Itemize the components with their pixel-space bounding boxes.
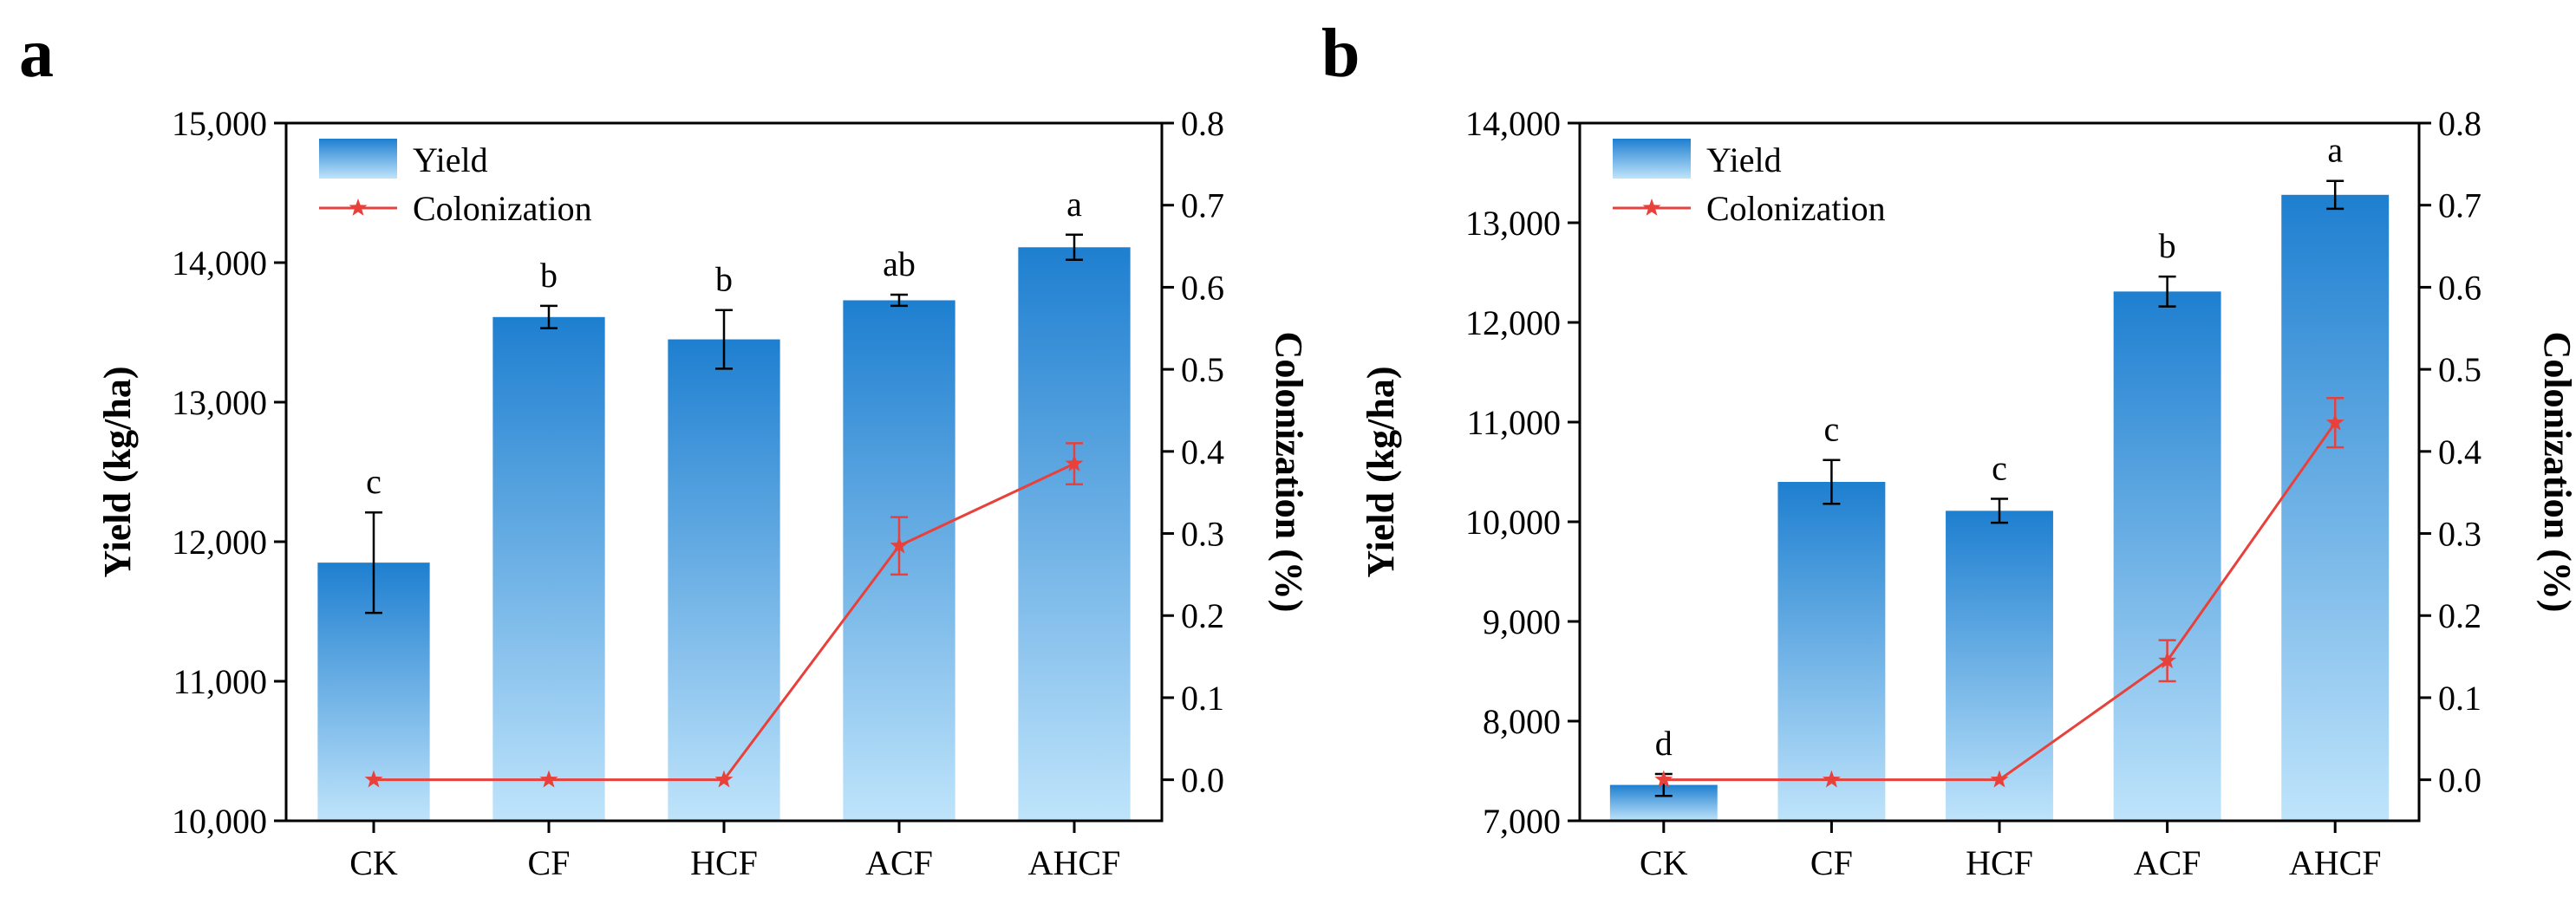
y-tick-label: 11,000 <box>1466 403 1561 442</box>
significance-label: ab <box>883 244 916 283</box>
colonization-point <box>714 770 734 788</box>
x-tick-label: AHCF <box>2289 843 2382 882</box>
x-tick-label: CK <box>1640 843 1688 882</box>
bar-error-bar <box>890 293 908 308</box>
legend-swatch-yield <box>1613 139 1691 179</box>
colonization-point <box>1822 770 1841 788</box>
y-tick-label: 10,000 <box>1465 503 1561 542</box>
bar-cf <box>1777 482 1886 821</box>
legend-label-colonization: Colonization <box>1706 189 1886 228</box>
significance-label: b <box>2159 226 2176 265</box>
legend-star-icon <box>349 198 368 216</box>
y2-tick-label: 0.0 <box>2438 761 2481 800</box>
y-tick-label: 8,000 <box>1483 702 1561 741</box>
y-tick-label: 12,000 <box>172 523 267 562</box>
y-tick-label: 15,000 <box>172 104 267 143</box>
x-tick-label: HCF <box>1966 843 2033 882</box>
bar-ahcf <box>1018 247 1131 821</box>
bar-error-bar <box>715 309 733 370</box>
y-tick-label: 14,000 <box>172 244 267 283</box>
y2-tick-label: 0.4 <box>1181 432 1224 472</box>
y-tick-label: 13,000 <box>172 383 267 422</box>
bar-error-bar <box>2326 179 2344 211</box>
y2-tick-label: 0.8 <box>1181 104 1224 143</box>
colonization-point <box>1990 770 2009 788</box>
y2-tick-label: 0.8 <box>2438 104 2481 143</box>
significance-label: c <box>366 462 382 501</box>
y2-tick-label: 0.0 <box>1181 761 1224 800</box>
bar-error-bar <box>365 511 382 615</box>
bar-error-bar <box>1823 459 1841 505</box>
y-tick-label: 9,000 <box>1483 602 1561 641</box>
panel-a: a c b b ab a 10,000 11,000 12,000 13,000 14,000 15… <box>19 16 1310 882</box>
x-tick-label: ACF <box>2134 843 2201 882</box>
x-tick-label: CK <box>349 843 398 882</box>
y-tick-label: 13,000 <box>1465 204 1561 243</box>
colonization-point <box>539 770 558 788</box>
panel-letter: a <box>19 16 54 92</box>
y2-tick-label: 0.3 <box>2438 515 2481 554</box>
significance-label: c <box>1824 410 1840 449</box>
y2-tick-label: 0.5 <box>2438 350 2481 389</box>
bar-error-bar <box>1066 233 1083 262</box>
y2-tick-label: 0.3 <box>1181 515 1224 554</box>
y-tick-label: 7,000 <box>1483 802 1561 841</box>
colonization-point <box>890 536 909 554</box>
y2-axis-title: Colonization (%) <box>2536 332 2576 613</box>
bar-error-bar <box>1991 498 2008 524</box>
significance-label: a <box>1066 185 1082 224</box>
y-axis-title: Yield (kg/ha) <box>1360 366 1402 577</box>
y2-tick-label: 0.5 <box>1181 350 1224 389</box>
y2-tick-label: 0.2 <box>1181 596 1224 635</box>
y2-tick-label: 0.2 <box>2438 596 2481 635</box>
x-tick-label: CF <box>528 843 571 882</box>
significance-label: c <box>1992 449 2007 488</box>
x-tick-label: CF <box>1810 843 1853 882</box>
bar-acf <box>2113 291 2221 822</box>
legend-label-yield: Yield <box>1706 140 1782 179</box>
significance-label: b <box>540 256 558 295</box>
bar-ahcf <box>2281 194 2390 822</box>
y2-tick-label: 0.4 <box>2438 432 2481 472</box>
legend-label-yield: Yield <box>413 140 488 179</box>
legend-star-icon <box>1642 198 1661 216</box>
panel-b: b d c c b a 7,000 8,000 9,000 10,000 11,000 12,000… <box>1321 16 2576 882</box>
y2-tick-label: 0.1 <box>2438 679 2481 718</box>
significance-label: a <box>2327 131 2343 170</box>
legend-label-colonization: Colonization <box>413 189 592 228</box>
colonization-point <box>1065 454 1084 472</box>
significance-label: d <box>1655 724 1673 763</box>
bar-cf <box>492 316 605 821</box>
x-tick-label: HCF <box>690 843 758 882</box>
bar-hcf <box>668 339 780 821</box>
bar-error-bar <box>540 304 558 329</box>
bar-hcf <box>1946 511 2053 821</box>
colonization-point <box>2325 413 2344 431</box>
colonization-point <box>1654 770 1673 788</box>
colonization-point <box>2158 651 2177 669</box>
x-tick-label: ACF <box>865 843 933 882</box>
y-tick-label: 10,000 <box>172 802 267 841</box>
y-tick-label: 12,000 <box>1465 303 1561 342</box>
panel-letter: b <box>1321 16 1360 92</box>
x-tick-label: AHCF <box>1028 843 1121 882</box>
y2-axis-title: Colonization (%) <box>1268 332 1310 613</box>
y2-tick-label: 0.6 <box>2438 268 2481 307</box>
significance-label: b <box>715 260 733 299</box>
y2-tick-label: 0.6 <box>1181 268 1224 307</box>
y2-tick-label: 0.7 <box>2438 186 2481 225</box>
legend-swatch-yield <box>319 139 397 179</box>
bar-error-bar <box>2158 275 2176 308</box>
y2-tick-label: 0.1 <box>1181 679 1224 718</box>
y-tick-label: 14,000 <box>1465 104 1561 143</box>
colonization-point <box>364 770 383 788</box>
y-tick-label: 11,000 <box>173 662 267 701</box>
y2-tick-label: 0.7 <box>1181 186 1224 225</box>
y-axis-title: Yield (kg/ha) <box>96 366 139 577</box>
